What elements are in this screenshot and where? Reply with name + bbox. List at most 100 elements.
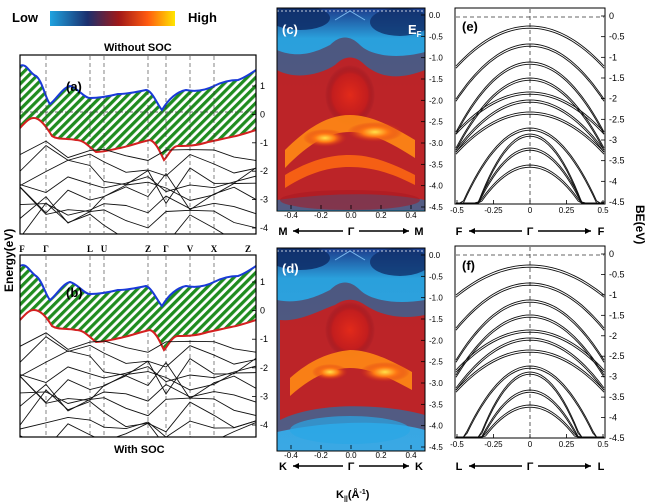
x-tick-label-d: 0.2 xyxy=(375,451,387,460)
y-tick-label-d: -2.0 xyxy=(429,336,443,345)
y-tick-label-b: -4 xyxy=(260,420,268,430)
panel-a-frame xyxy=(19,54,257,235)
y-tick-label-f: -1 xyxy=(609,290,617,300)
y-tick-label-d: -1.0 xyxy=(429,294,443,303)
band-line-e xyxy=(455,101,605,153)
panel-a-label: (a) xyxy=(66,79,82,94)
panel-d-frame xyxy=(276,247,426,452)
band-line-f xyxy=(455,314,605,376)
band-line-f xyxy=(456,406,604,438)
gap-region-b xyxy=(20,265,256,350)
y-tick-label-e: 0 xyxy=(609,11,614,21)
panel-c-frame xyxy=(276,7,426,212)
arrowhead-right xyxy=(585,463,591,469)
band-line-f xyxy=(455,331,605,373)
band-line-f xyxy=(455,339,605,391)
y-tick-label-f: -4.5 xyxy=(609,433,625,443)
path-mid-label: Γ xyxy=(348,461,355,473)
y-tick-label-a: -1 xyxy=(260,138,268,148)
cbm-line-b xyxy=(20,264,256,308)
x-tick-label-f: 0 xyxy=(528,440,533,449)
band-line-f xyxy=(455,351,605,393)
band-line-f xyxy=(455,337,605,389)
band-line-b xyxy=(20,422,256,437)
band-line-e xyxy=(455,111,605,153)
panel-c-label: (c) xyxy=(282,22,298,37)
kpath-label: Z xyxy=(145,244,151,254)
band-line-e xyxy=(456,164,604,204)
band-line-b xyxy=(20,371,256,404)
y-tick-label-c: -0.5 xyxy=(429,32,443,41)
y-tick-label-d: -3.5 xyxy=(429,400,443,409)
path-mid-label: Γ xyxy=(527,461,534,473)
y-tick-label-c: -1.0 xyxy=(429,54,443,63)
title-with-soc: With SOC xyxy=(114,444,165,456)
band-line-f xyxy=(456,371,604,438)
colorbar: Low High xyxy=(12,10,217,26)
band-line-e xyxy=(455,93,605,135)
y-tick-label-e: -4.5 xyxy=(609,197,625,207)
band-line-b xyxy=(20,361,256,404)
y-tick-label-c: -3.0 xyxy=(429,139,443,148)
path-start-label: F xyxy=(456,226,463,238)
y-tick-label-b: 0 xyxy=(260,306,265,316)
x-tick-label-e: 0 xyxy=(528,206,533,215)
band-line-a xyxy=(20,145,256,177)
x-tick-label-c: 0.2 xyxy=(375,211,387,220)
band-line-e xyxy=(455,63,605,135)
path-end-label: F xyxy=(598,226,605,238)
arrowhead-right xyxy=(585,228,591,234)
band-line-a xyxy=(20,172,256,215)
x-ticks-d: -0.4 -0.2 0.0 0.2 0.4 xyxy=(284,445,417,460)
panel-e: (e) -0.5 -0.25 0 0.25 0.5 0 -0.5 -1 -1.5 -2 -2.5 -… xyxy=(450,7,625,238)
band-line-f xyxy=(455,284,605,331)
path-mid-label: Γ xyxy=(527,226,534,238)
y-tick-label-e: -3.5 xyxy=(609,156,625,166)
arrowhead-left xyxy=(469,463,475,469)
vbm-line-a xyxy=(20,116,256,162)
y-tick-label-a: -4 xyxy=(260,223,268,233)
band-line-e xyxy=(455,45,605,102)
band-line-b xyxy=(20,336,256,368)
band-line-f xyxy=(455,349,605,391)
kpath-label: V xyxy=(187,244,194,254)
y-tick-label-d: -0.5 xyxy=(429,272,443,281)
title-without-soc: Without SOC xyxy=(104,42,172,54)
x-tick-label-d: 0.4 xyxy=(405,451,417,460)
y-tick-label-a: 1 xyxy=(260,81,265,91)
band-line-a xyxy=(20,175,256,193)
y-tick-label-a: 0 xyxy=(260,109,265,119)
kpath-label: X xyxy=(211,244,218,254)
band-line-a xyxy=(22,202,256,234)
y-tick-label-e: -4 xyxy=(609,176,617,186)
y-tick-label-e: -0.5 xyxy=(609,32,625,42)
arrowhead-left xyxy=(469,228,475,234)
k-axis-label: K||(Å-1) xyxy=(336,488,370,502)
be-axis-label: BE(eV) xyxy=(633,205,647,244)
x-tick-label-c: -0.2 xyxy=(314,211,328,220)
band-lines-b xyxy=(20,332,256,437)
panel-a: (a) 1 0 -1 -2 -3 -4 xyxy=(19,54,268,235)
fermi-label-c: EF xyxy=(408,22,422,39)
arrowhead-left xyxy=(293,228,299,234)
y-tick-label-f: -2.5 xyxy=(609,351,625,361)
y-tick-label-c: -3.5 xyxy=(429,160,443,169)
y-tick-label-d: 0.0 xyxy=(429,251,441,260)
band-line-b xyxy=(20,383,256,417)
y-tick-label-e: -2.5 xyxy=(609,114,625,124)
band-line-b xyxy=(20,416,256,437)
x-tick-label-f: -0.25 xyxy=(484,440,503,449)
gap-region-a xyxy=(20,65,256,160)
x-ticks-f: -0.5 -0.25 0 0.25 0.5 xyxy=(450,434,609,449)
kpath-label: U xyxy=(101,244,108,254)
y-tick-label-a: -2 xyxy=(260,166,268,176)
colorbar-low-label: Low xyxy=(12,10,39,25)
y-tick-label-c: -2.5 xyxy=(429,118,443,127)
y-tick-label-e: -3 xyxy=(609,135,617,145)
band-line-e xyxy=(455,77,605,149)
y-tick-label-f: 0 xyxy=(609,249,614,259)
path-end-label: M xyxy=(414,226,423,238)
